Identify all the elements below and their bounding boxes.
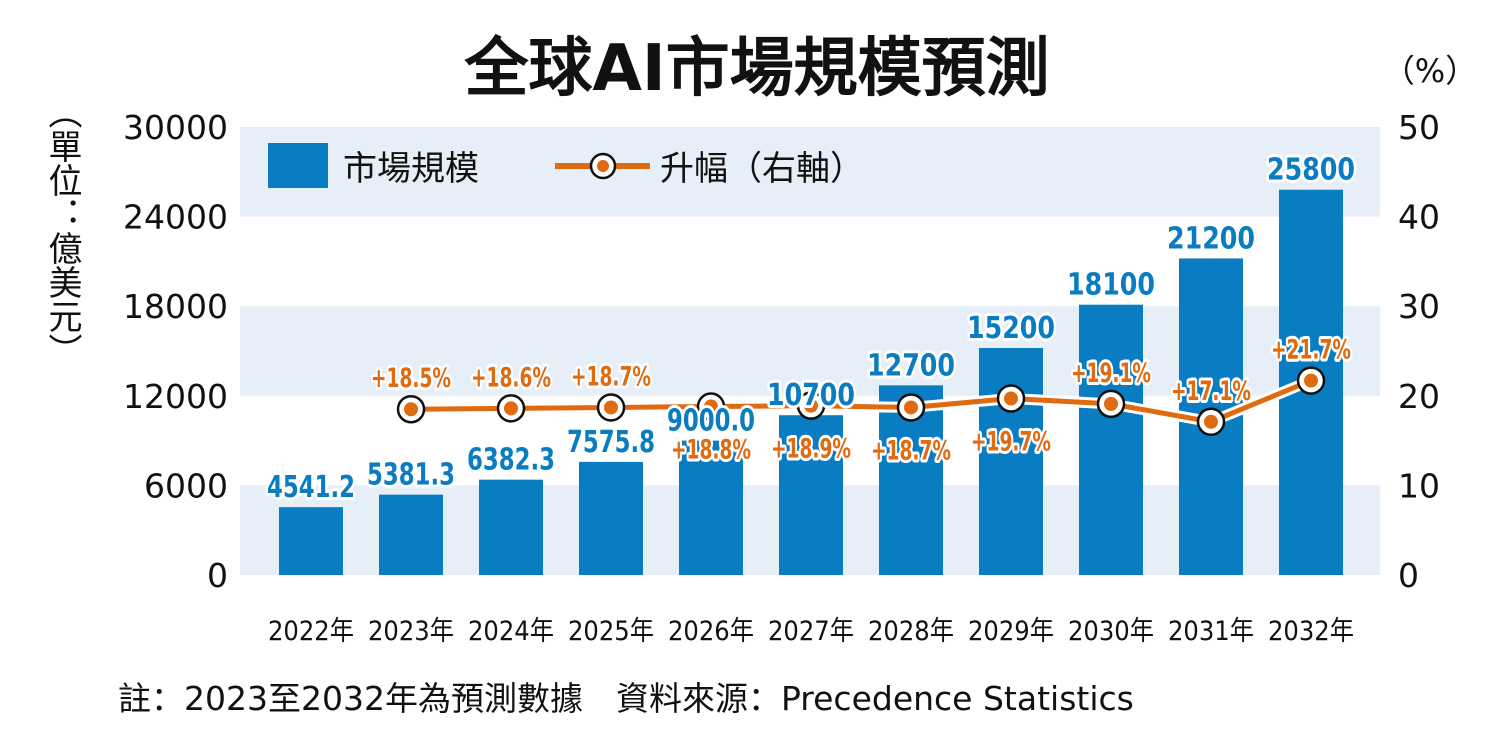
growth-marker-dot <box>404 402 418 417</box>
right-tick-label: 30 <box>1398 287 1440 326</box>
growth-line <box>396 366 1326 437</box>
growth-marker-dot <box>1304 373 1318 388</box>
bar-value-label: 6382.3 <box>467 443 555 478</box>
x-tick-label: 2022年 <box>268 616 354 647</box>
chart-title: 全球AI市場規模預測 <box>463 32 1049 106</box>
bar-2026年 <box>679 440 743 575</box>
legend-label-bar: 市場規模 <box>343 149 479 189</box>
right-tick-label: 40 <box>1398 198 1440 237</box>
growth-label: +18.9% <box>771 434 851 465</box>
x-tick-label: 2031年 <box>1168 616 1254 647</box>
bar-value-label: 10700 <box>767 378 855 413</box>
x-tick-label: 2028年 <box>868 616 954 647</box>
x-tick-label: 2023年 <box>368 616 454 647</box>
right-tick-label: 0 <box>1398 556 1419 595</box>
x-axis-ticks: 2022年 2023年 2024年 2025年 2026年 2027年 2028年 2029年… <box>268 616 1354 647</box>
x-tick-label: 2026年 <box>668 616 754 647</box>
growth-marker-dot <box>704 399 718 414</box>
right-tick-label: 20 <box>1398 377 1440 416</box>
left-tick-label: 18000 <box>123 287 228 326</box>
right-axis-ticks: 0 10 20 30 40 50 <box>1398 108 1440 595</box>
bar-2024年 <box>479 479 543 575</box>
growth-label: +18.6% <box>471 362 551 393</box>
bar-value-label: 5381.3 <box>367 458 455 493</box>
growth-label: +19.1% <box>1071 358 1151 389</box>
right-tick-label: 10 <box>1398 466 1440 505</box>
x-tick-label: 2027年 <box>768 616 854 647</box>
bar-2022年 <box>279 507 343 575</box>
left-tick-label: 0 <box>207 556 228 595</box>
left-tick-label: 30000 <box>123 108 228 147</box>
x-tick-label: 2030年 <box>1068 616 1154 647</box>
growth-marker-dot <box>804 398 818 413</box>
bar-value-label: 7575.8 <box>567 425 655 460</box>
growth-line-path <box>410 378 1312 425</box>
bar-2023年 <box>379 494 443 575</box>
bar-2027年 <box>779 415 843 575</box>
growth-marker-dot <box>604 400 618 415</box>
left-axis-label: （單位：億美元） <box>42 95 82 367</box>
bar-2025年 <box>579 461 643 575</box>
bar-2030年 <box>1079 304 1143 575</box>
legend-marker-dot <box>597 160 609 172</box>
growth-label: +17.1% <box>1171 376 1251 407</box>
bar-value-label: 15200 <box>967 311 1055 346</box>
legend-swatch-bar <box>268 143 328 188</box>
grid-band <box>240 127 1380 217</box>
left-axis-ticks: 0 6000 12000 18000 24000 30000 <box>123 108 228 595</box>
growth-label: +19.7% <box>971 426 1051 457</box>
left-tick-label: 12000 <box>123 377 228 416</box>
right-axis-label: （%） <box>1383 52 1477 90</box>
bar-value-label: 21200 <box>1167 221 1255 256</box>
bar-value-label: 9000.0 <box>667 404 755 439</box>
bars <box>279 189 1343 575</box>
legend-label-line: 升幅（右軸） <box>660 149 864 189</box>
growth-marker-dot <box>904 400 918 415</box>
x-tick-label: 2032年 <box>1268 616 1354 647</box>
x-tick-label: 2025年 <box>568 616 654 647</box>
growth-label: +18.5% <box>371 363 451 394</box>
footnote: 註：2023至2032年為預測數據 資料來源：Precedence Statis… <box>118 679 1134 718</box>
growth-label: +18.8% <box>671 435 751 466</box>
left-tick-label: 6000 <box>144 466 228 505</box>
x-tick-label: 2024年 <box>468 616 554 647</box>
bar-value-label: 4541.2 <box>267 470 355 505</box>
right-tick-label: 50 <box>1398 108 1440 147</box>
growth-marker-dot <box>1004 391 1018 406</box>
legend: 市場規模 升幅（右軸） <box>268 143 864 189</box>
bar-value-label: 25800 <box>1267 153 1355 188</box>
growth-label: +18.7% <box>871 435 951 466</box>
x-tick-label: 2029年 <box>968 616 1054 647</box>
growth-marker-dot <box>1104 396 1118 411</box>
bar-value-label: 12700 <box>867 348 955 383</box>
growth-label: +21.7% <box>1271 335 1351 366</box>
left-tick-label: 24000 <box>123 198 228 237</box>
growth-label: +18.7% <box>571 361 651 392</box>
bar-value-label: 18100 <box>1067 268 1155 303</box>
growth-marker-dot <box>1204 414 1218 429</box>
growth-marker-dot <box>504 401 518 416</box>
bar-2029年 <box>979 348 1043 575</box>
data-labels: 4541.2 5381.3 6382.3 7575.8 9000.0 10700 12700… <box>264 150 1358 508</box>
